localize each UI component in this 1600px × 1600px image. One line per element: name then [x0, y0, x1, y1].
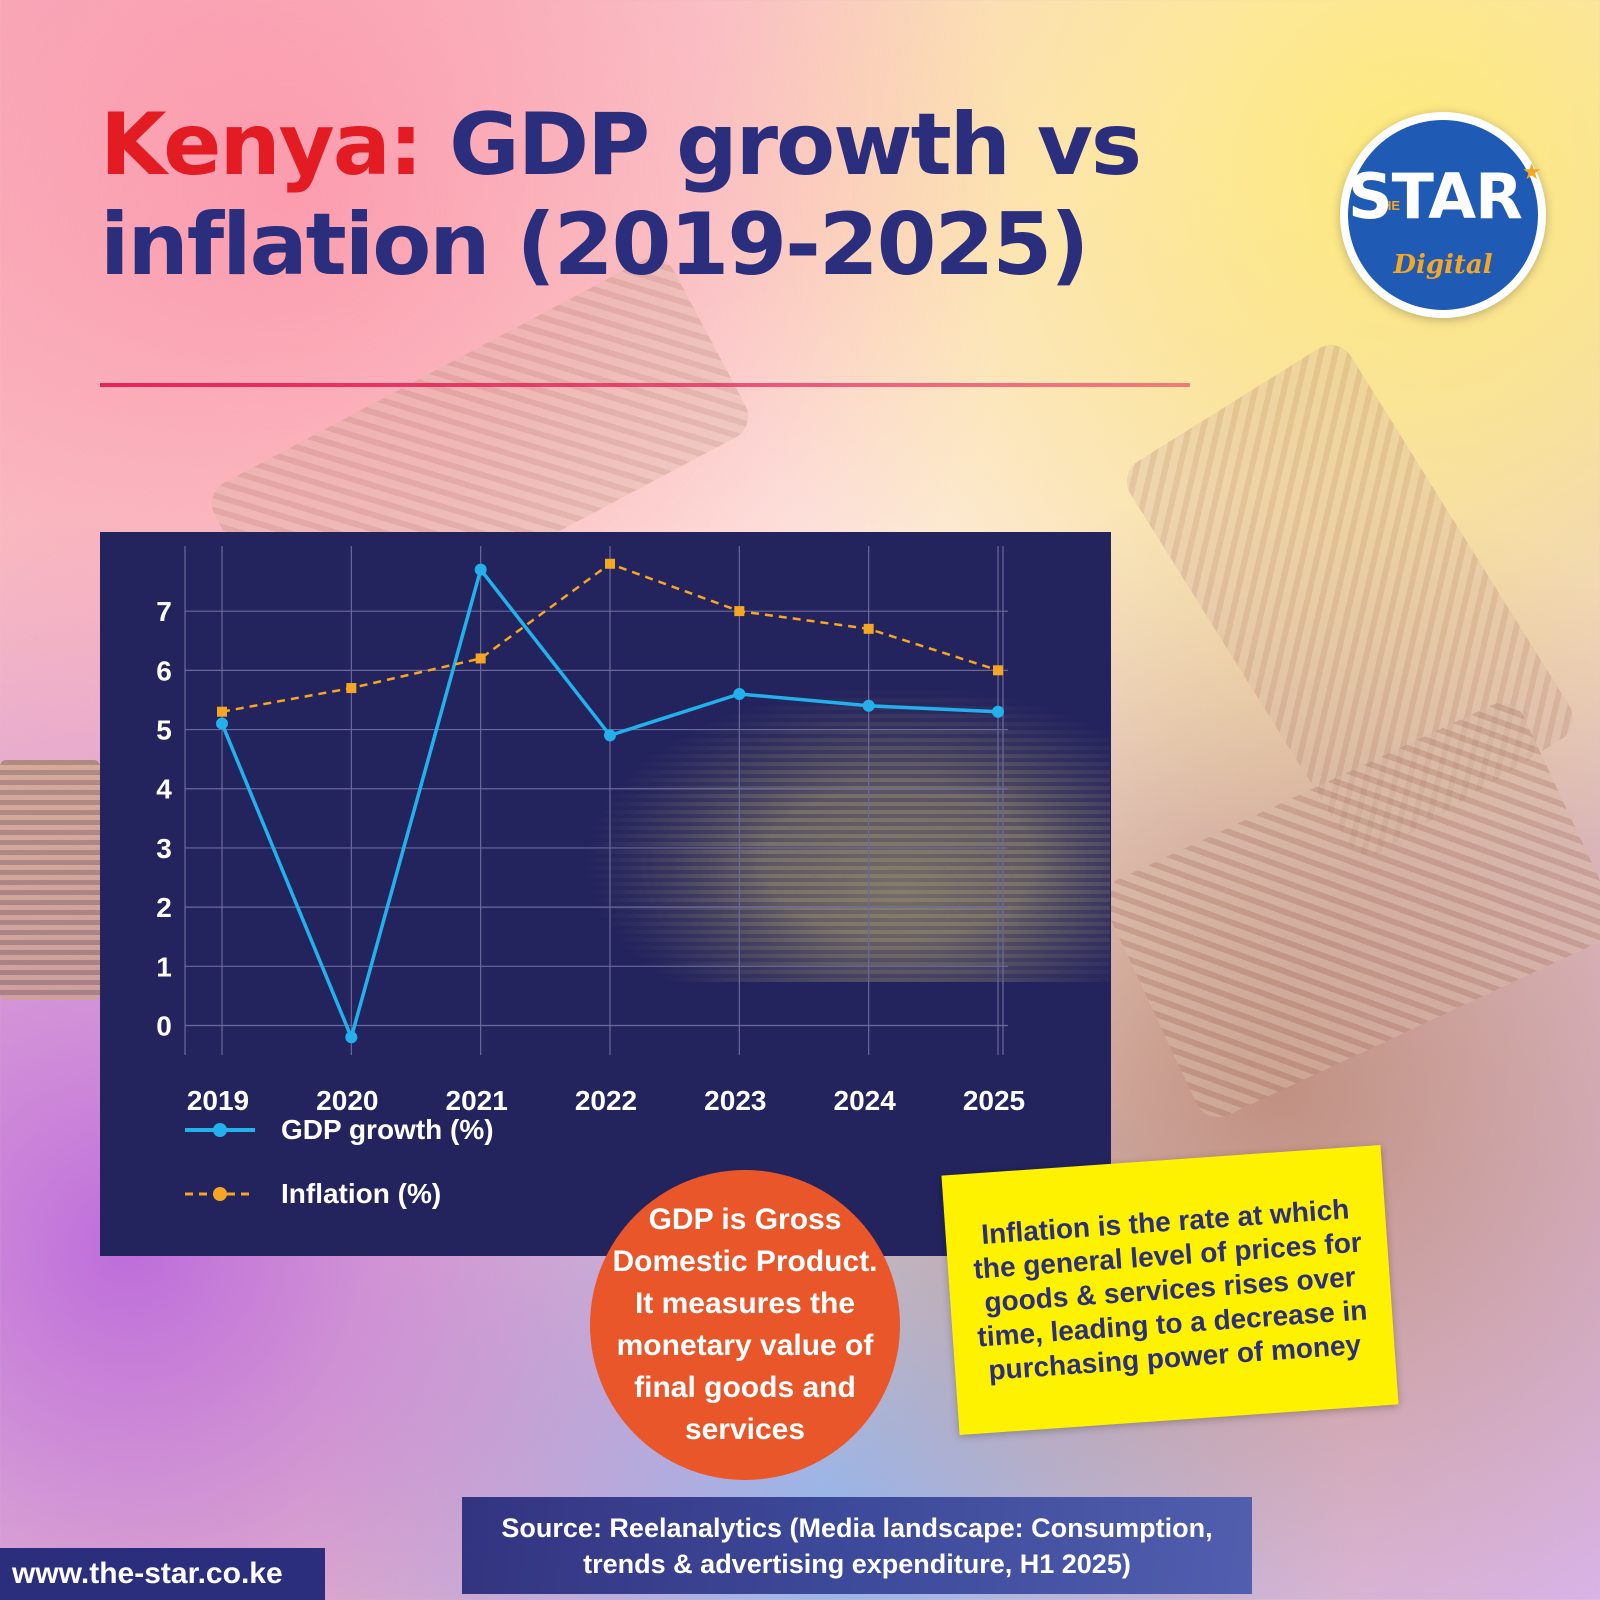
title-line2: inflation (2019-2025)	[100, 195, 1089, 295]
data-point-inflation	[993, 665, 1003, 676]
x-tick-label: 2022	[575, 1085, 637, 1116]
data-point-inflation	[217, 706, 227, 717]
data-point-inflation	[863, 623, 874, 634]
data-point-gdp	[992, 705, 1004, 718]
title-divider	[100, 383, 1190, 387]
data-point-inflation	[734, 606, 745, 617]
x-tick-label: 2024	[834, 1085, 897, 1116]
coins-background-image	[580, 682, 1110, 982]
x-tick-label: 2019	[187, 1085, 249, 1116]
y-tick-label: 6	[156, 655, 172, 686]
source-line2: trends & advertising expenditure, H1 202…	[583, 1548, 1131, 1579]
data-point-gdp	[604, 729, 616, 742]
data-point-gdp	[474, 563, 487, 576]
data-point-gdp	[345, 1031, 358, 1044]
data-point-gdp	[733, 687, 746, 700]
y-tick-label: 1	[156, 951, 172, 982]
title-country: Kenya:	[100, 95, 423, 195]
y-tick-label: 0	[156, 1010, 172, 1041]
y-tick-label: 7	[156, 596, 172, 627]
x-tick-label: 2023	[704, 1085, 766, 1116]
data-point-inflation	[346, 683, 357, 694]
website-link[interactable]: www.the-star.co.ke	[0, 1548, 325, 1600]
inflation-definition-text: Inflation is the rate at which the gener…	[972, 1193, 1369, 1386]
x-tick-label: 2021	[446, 1085, 508, 1116]
y-tick-label: 4	[156, 774, 172, 805]
legend-swatch-inflation	[185, 1187, 255, 1201]
data-point-inflation	[605, 558, 615, 569]
data-point-inflation	[475, 653, 486, 664]
website-text: www.the-star.co.ke	[12, 1557, 283, 1590]
legend-item-inflation: Inflation (%)	[185, 1174, 441, 1214]
data-point-gdp	[216, 717, 228, 730]
data-point-gdp	[862, 699, 875, 712]
source-caption: Source: Reelanalytics (Media landscape: …	[462, 1497, 1252, 1594]
legend-label-gdp: GDP growth (%)	[281, 1114, 494, 1145]
the-star-logo: THE STAR★ Digital	[1340, 112, 1546, 318]
y-tick-label: 2	[156, 892, 172, 923]
page-title: Kenya: GDP growth vs inflation (2019-202…	[100, 95, 1280, 295]
logo-the: THE	[1374, 198, 1400, 213]
line-chart: 0 1 2 3 4 5 6 7 2019 2020 2021 2022 2023 2024 2025	[156, 546, 1025, 1116]
title-line1: GDP growth vs	[449, 95, 1142, 195]
background-coins-image	[0, 760, 100, 1000]
x-tick-label: 2025	[963, 1085, 1025, 1116]
chart-panel: 0 1 2 3 4 5 6 7 2019 2020 2021 2022 2023 2024 2025 GDP…	[100, 532, 1111, 1256]
gdp-definition-note: GDP is Gross Domestic Product. It measur…	[590, 1170, 900, 1480]
logo-star: STAR	[1348, 160, 1523, 233]
source-line1: Source: Reelanalytics (Media landscape: …	[501, 1512, 1213, 1543]
gdp-definition-text: GDP is Gross Domestic Product. It measur…	[612, 1203, 878, 1446]
inflation-definition-note: Inflation is the rate at which the gener…	[941, 1144, 1399, 1436]
logo-digital: Digital	[1393, 250, 1493, 280]
star-icon: ★	[1521, 160, 1542, 185]
legend-item-gdp: GDP growth (%)	[185, 1110, 494, 1150]
x-tick-label: 2020	[316, 1085, 378, 1116]
legend-swatch-gdp	[185, 1123, 255, 1137]
y-tick-label: 5	[156, 715, 172, 746]
y-tick-label: 3	[156, 833, 172, 864]
legend-label-inflation: Inflation (%)	[281, 1178, 442, 1209]
